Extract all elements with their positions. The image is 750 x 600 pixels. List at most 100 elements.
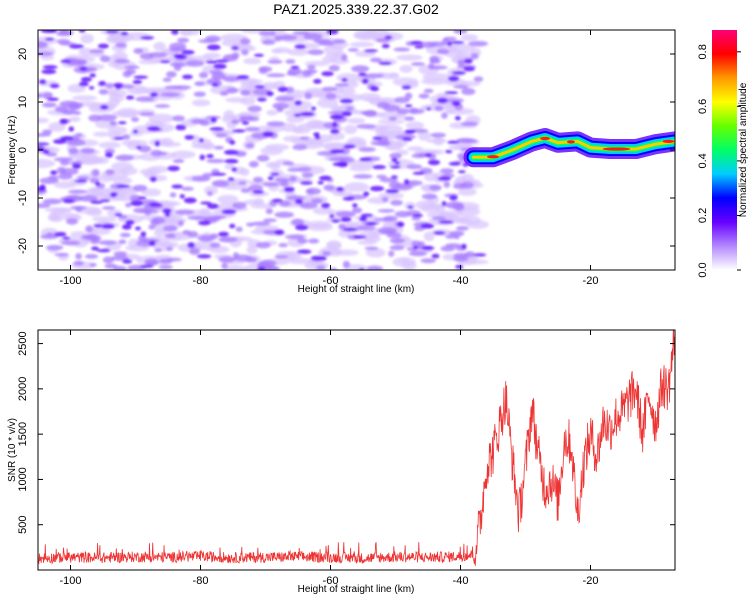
heatmap-cell <box>89 235 102 242</box>
heatmap-cell <box>109 120 117 126</box>
heatmap-cell <box>55 31 73 37</box>
heatmap-cell <box>132 79 143 85</box>
heatmap-cell <box>319 256 327 261</box>
heatmap-cell <box>294 198 304 205</box>
snr-y-tick-label: 500 <box>17 516 29 534</box>
colorbar-tick-label: 0.8 <box>697 44 709 59</box>
heatmap-cell <box>284 234 305 240</box>
heatmap-cell <box>118 239 127 245</box>
heatmap-cell <box>277 86 289 93</box>
heatmap-cell <box>266 109 278 116</box>
heatmap-cell <box>468 40 489 47</box>
heatmap-cell <box>161 141 182 147</box>
heatmap-cell <box>41 102 57 108</box>
heatmap-cell <box>313 39 331 44</box>
heatmap-cell <box>332 121 338 128</box>
heatmap-cell <box>321 71 334 77</box>
heatmap-cell <box>177 37 190 43</box>
heatmap-cell <box>102 256 115 264</box>
heatmap-cell <box>154 248 163 253</box>
heatmap-cell <box>347 159 375 168</box>
heatmap-cell <box>397 221 405 228</box>
heatmap-cell <box>358 72 367 77</box>
heatmap-cell <box>200 201 212 205</box>
heatmap-cell <box>470 52 479 60</box>
heatmap-cell <box>404 92 413 100</box>
heatmap-cell <box>144 208 152 216</box>
heatmap-hotspot <box>487 155 499 159</box>
heatmap-cell <box>307 49 324 56</box>
heatmap-cell <box>99 104 109 110</box>
heatmap-cell <box>146 126 161 132</box>
heatmap-cell <box>209 242 221 248</box>
heatmap-cell <box>423 88 434 94</box>
heatmap-cell <box>438 220 454 224</box>
heatmap-y-tick-label: 0 <box>17 147 29 153</box>
heatmap-cell <box>372 136 382 141</box>
heatmap-cell <box>360 213 374 218</box>
heatmap-cell <box>282 161 295 166</box>
heatmap-cell <box>454 115 461 121</box>
heatmap-cell <box>262 81 278 88</box>
heatmap-cell <box>240 96 256 106</box>
heatmap-cell <box>272 198 283 203</box>
heatmap-cell <box>332 162 348 167</box>
heatmap-cell <box>162 208 172 214</box>
heatmap-cell <box>150 149 163 157</box>
heatmap-cell <box>326 30 339 35</box>
heatmap-cell <box>335 211 356 218</box>
heatmap-cell <box>266 73 286 78</box>
heatmap-cell <box>267 176 274 181</box>
heatmap-cell <box>153 229 166 237</box>
heatmap-cell <box>86 208 103 217</box>
heatmap-cell <box>159 60 171 64</box>
heatmap-cell <box>258 66 273 73</box>
heatmap-cell <box>391 157 398 163</box>
heatmap-cell <box>270 172 280 176</box>
heatmap-cell <box>448 161 461 166</box>
heatmap-cell <box>330 128 340 135</box>
heatmap-cell <box>113 251 128 257</box>
heatmap-cell <box>97 114 118 121</box>
heatmap-cell <box>87 227 112 236</box>
heatmap-cell <box>299 111 315 117</box>
heatmap-cell <box>98 141 121 149</box>
heatmap-cell <box>256 154 270 162</box>
heatmap-cell <box>353 235 367 239</box>
heatmap-cell <box>254 85 266 89</box>
heatmap-cell <box>449 43 475 52</box>
heatmap-cell <box>357 239 377 246</box>
heatmap-cell <box>346 117 366 124</box>
heatmap-cell <box>294 100 303 106</box>
heatmap-cell <box>232 201 247 209</box>
heatmap-cell <box>212 215 227 220</box>
heatmap-cell <box>171 184 184 189</box>
heatmap-cell <box>194 81 205 87</box>
heatmap-cell <box>444 91 458 95</box>
heatmap-cell <box>218 231 230 237</box>
heatmap-cell <box>54 106 69 113</box>
heatmap-cell <box>458 138 478 144</box>
heatmap-cell <box>68 147 79 155</box>
heatmap-cell <box>191 143 214 149</box>
heatmap-cell <box>266 121 286 127</box>
heatmap-cell <box>62 236 71 240</box>
heatmap-cell <box>340 217 352 223</box>
heatmap-cell <box>184 134 195 140</box>
heatmap-cell <box>250 203 276 209</box>
heatmap-cell <box>451 101 461 107</box>
heatmap-cell <box>248 184 264 192</box>
heatmap-x-tick-label: -80 <box>193 275 209 287</box>
heatmap-cell <box>122 70 132 78</box>
heatmap-cell <box>73 260 84 266</box>
colorbar-ticks: 0.0 0.2 0.4 0.6 0.8 <box>697 44 741 278</box>
heatmap-cell <box>69 44 85 49</box>
heatmap-cell <box>455 226 469 231</box>
heatmap-cell <box>98 88 109 95</box>
heatmap-y-tick-label: 20 <box>17 48 29 60</box>
heatmap-cell <box>236 75 250 80</box>
heatmap-cell <box>211 72 226 80</box>
heatmap-cell <box>56 166 67 174</box>
heatmap-cell <box>231 167 238 172</box>
heatmap-cell <box>403 116 415 121</box>
